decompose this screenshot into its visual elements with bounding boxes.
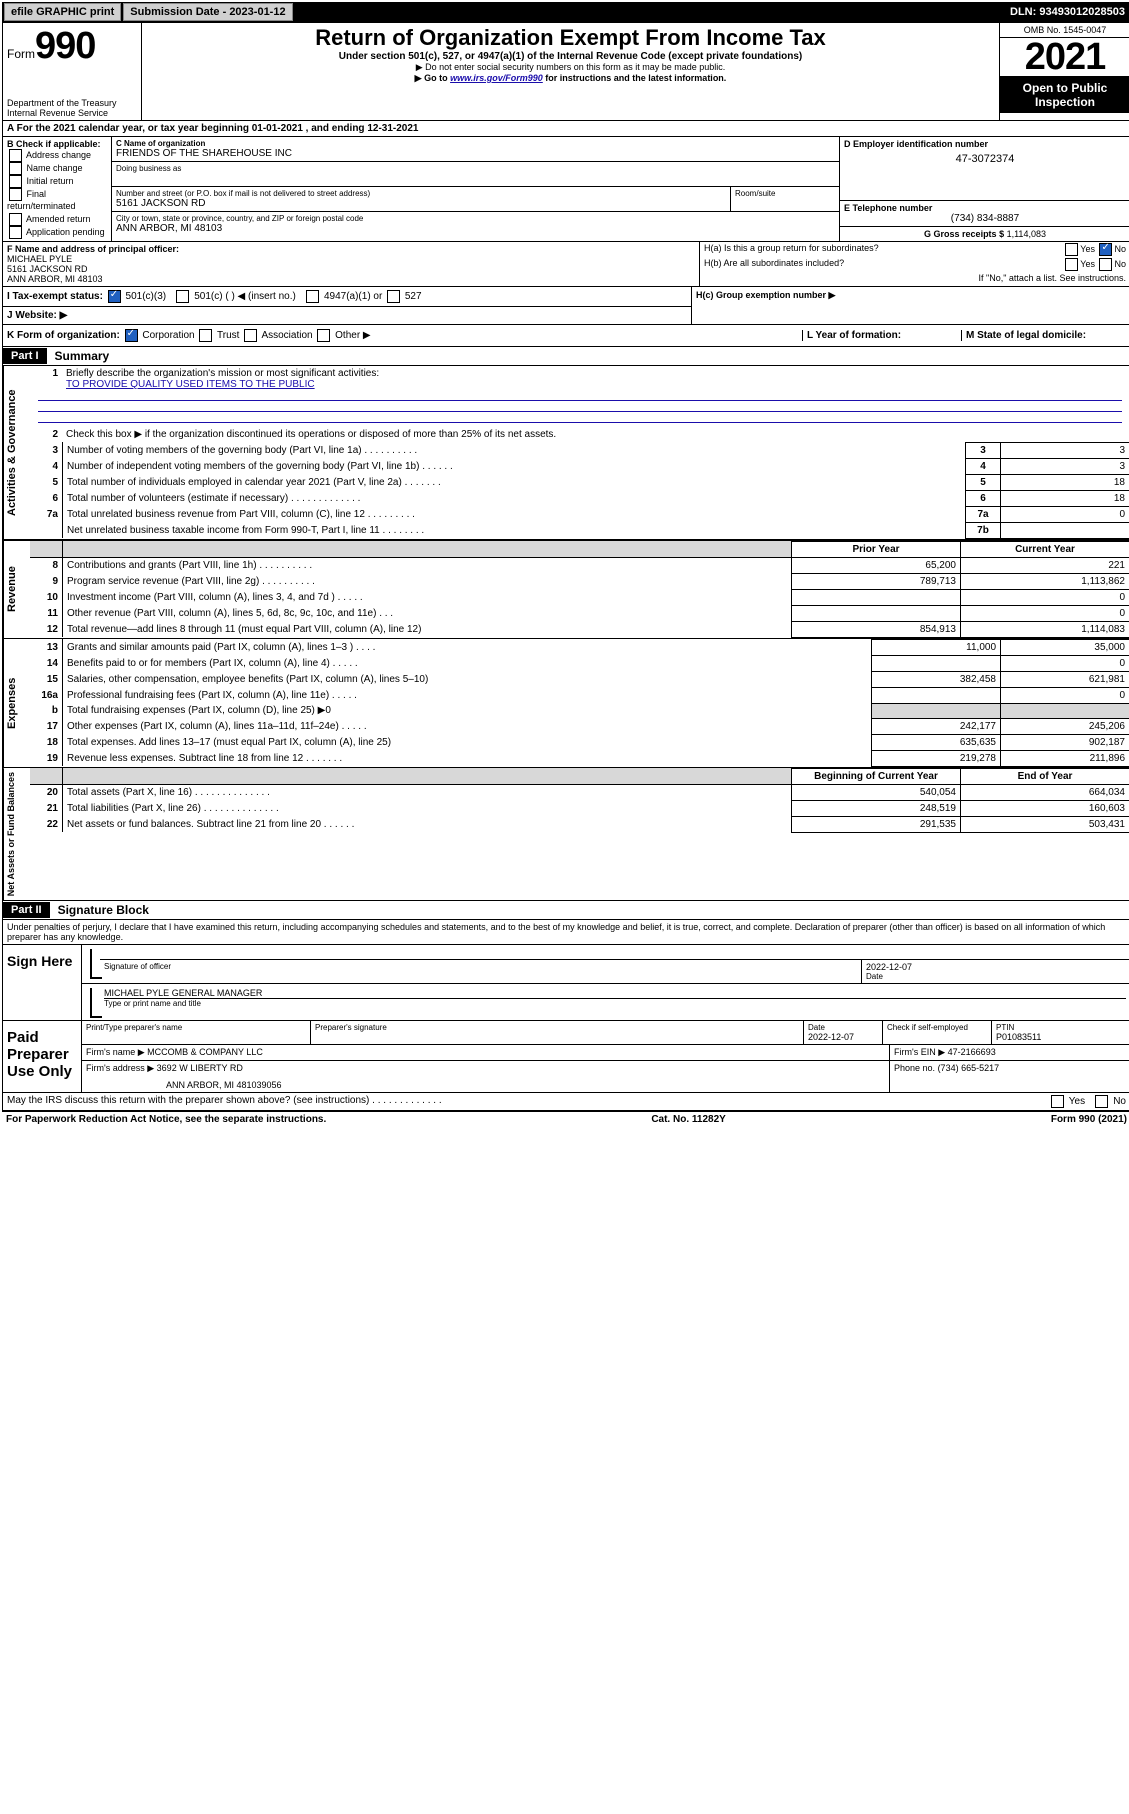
table-revenue: Prior Year Current Year8 Contributions a… (30, 541, 1129, 638)
cb-final-return[interactable] (9, 188, 22, 201)
efile-button[interactable]: efile GRAPHIC print (4, 3, 121, 21)
cb-irs-no[interactable] (1095, 1095, 1108, 1108)
box-g-gross: G Gross receipts $ 1,114,083 (840, 227, 1129, 241)
section-revenue: Revenue Prior Year Current Year8 Contrib… (3, 540, 1129, 639)
sig-date-val: 2022-12-07 (866, 962, 1126, 972)
section-netassets: Net Assets or Fund Balances Beginning of… (3, 768, 1129, 901)
cb-4947[interactable] (306, 290, 319, 303)
section-expenses: Expenses 13 Grants and similar amounts p… (3, 639, 1129, 768)
top-toolbar: efile GRAPHIC print Submission Date - 20… (2, 2, 1129, 22)
form-title: Return of Organization Exempt From Incom… (148, 25, 993, 51)
footer-right: Form 990 (2021) (1051, 1114, 1127, 1125)
table-expenses: 13 Grants and similar amounts paid (Part… (30, 639, 1129, 767)
box-c-dba: Doing business as (112, 162, 839, 187)
cb-app-pending[interactable] (9, 226, 22, 239)
declaration-text: Under penalties of perjury, I declare th… (3, 920, 1129, 945)
sig-date-label: Date (866, 972, 1126, 981)
cb-initial-return[interactable] (9, 175, 22, 188)
cb-corp[interactable] (125, 329, 138, 342)
dln-label: DLN: 93493012028503 (1010, 6, 1125, 18)
footer-left: For Paperwork Reduction Act Notice, see … (6, 1114, 326, 1125)
box-c-city: City or town, state or province, country… (112, 212, 839, 236)
ha-label: H(a) Is this a group return for subordin… (704, 243, 1063, 256)
cb-hb-yes[interactable] (1065, 258, 1078, 271)
cb-ha-no[interactable] (1099, 243, 1112, 256)
side-expenses: Expenses (3, 639, 30, 767)
row-k-form-org: K Form of organization: Corporation Trus… (3, 325, 1129, 347)
officer-name-title: MICHAEL PYLE GENERAL MANAGER (104, 988, 1126, 998)
l-year-formation: L Year of formation: (802, 330, 962, 341)
entity-grid: B Check if applicable: Address change Na… (3, 137, 1129, 242)
cb-amended[interactable] (9, 213, 22, 226)
cb-irs-yes[interactable] (1051, 1095, 1064, 1108)
cb-hb-no[interactable] (1099, 258, 1112, 271)
dept-label: Department of the Treasury (7, 98, 137, 108)
irs-link[interactable]: www.irs.gov/Form990 (450, 73, 543, 83)
page-footer: For Paperwork Reduction Act Notice, see … (2, 1112, 1129, 1127)
note-link: ▶ Go to www.irs.gov/Form990 for instruct… (148, 73, 993, 84)
paid-preparer-label: Paid Preparer Use Only (3, 1021, 82, 1092)
line1-label: Briefly describe the organization's miss… (66, 368, 379, 379)
line1-value: TO PROVIDE QUALITY USED ITEMS TO THE PUB… (66, 379, 1126, 390)
m-state: M State of legal domicile: (962, 330, 1126, 341)
form-subtitle: Under section 501(c), 527, or 4947(a)(1)… (148, 51, 993, 62)
box-f-officer: F Name and address of principal officer:… (3, 242, 700, 286)
paid-preparer-block: Paid Preparer Use Only Print/Type prepar… (3, 1021, 1129, 1093)
line2-label: Check this box ▶ if the organization dis… (66, 429, 556, 440)
side-netassets: Net Assets or Fund Balances (3, 768, 30, 900)
col-b-checkboxes: B Check if applicable: Address change Na… (3, 137, 112, 241)
cb-501c[interactable] (176, 290, 189, 303)
part-i-header: Part I Summary (3, 347, 1129, 366)
section-governance: Activities & Governance 1Briefly describ… (3, 366, 1129, 540)
cb-name-change[interactable] (9, 162, 22, 175)
open-inspection: Open to Public Inspection (1000, 77, 1129, 113)
row-i-status: I Tax-exempt status: 501(c)(3) 501(c) ( … (3, 287, 691, 307)
form-number: Form990 (7, 25, 137, 68)
row-i-j: I Tax-exempt status: 501(c)(3) 501(c) ( … (3, 287, 1129, 325)
sign-here-block: Sign Here Signature of officer 2022-12-0… (3, 945, 1129, 1021)
box-e-phone: E Telephone number (734) 834-8887 (840, 201, 1129, 227)
cb-501c3[interactable] (108, 290, 121, 303)
cb-address-change[interactable] (9, 149, 22, 162)
type-name-label: Type or print name and title (104, 998, 1126, 1008)
table-netassets: Beginning of Current Year End of Year20 … (30, 768, 1129, 833)
row-j-website: J Website: ▶ (3, 307, 691, 324)
box-c-name: C Name of organization FRIENDS OF THE SH… (112, 137, 839, 162)
cb-527[interactable] (387, 290, 400, 303)
row-f-h: F Name and address of principal officer:… (3, 242, 1129, 287)
form-container: Form990 Department of the Treasury Inter… (2, 22, 1129, 1112)
sig-officer-label: Signature of officer (104, 962, 857, 971)
hc-label: H(c) Group exemption number ▶ (692, 287, 1129, 324)
tax-year: 2021 (1000, 38, 1129, 77)
cb-ha-yes[interactable] (1065, 243, 1078, 256)
note-ssn: ▶ Do not enter social security numbers o… (148, 62, 993, 73)
row-a-period: A For the 2021 calendar year, or tax yea… (3, 121, 1129, 137)
box-d-ein: D Employer identification number 47-3072… (840, 137, 1129, 201)
cb-trust[interactable] (199, 329, 212, 342)
cb-assoc[interactable] (244, 329, 257, 342)
footer-mid: Cat. No. 11282Y (651, 1114, 725, 1125)
form-header: Form990 Department of the Treasury Inter… (3, 23, 1129, 121)
may-irs-row: May the IRS discuss this return with the… (3, 1093, 1129, 1111)
irs-label: Internal Revenue Service (7, 108, 137, 118)
cb-other[interactable] (317, 329, 330, 342)
box-c-street: Number and street (or P.O. box if mail i… (112, 187, 839, 212)
side-revenue: Revenue (3, 541, 30, 638)
table-governance: 3 Number of voting members of the govern… (30, 442, 1129, 539)
hb-note: If "No," attach a list. See instructions… (700, 272, 1129, 284)
hb-label: H(b) Are all subordinates included? (704, 258, 1063, 271)
part-ii-header: Part II Signature Block (3, 901, 1129, 920)
submission-date: Submission Date - 2023-01-12 (123, 3, 292, 21)
sign-here-label: Sign Here (3, 945, 82, 1020)
side-governance: Activities & Governance (3, 366, 30, 539)
